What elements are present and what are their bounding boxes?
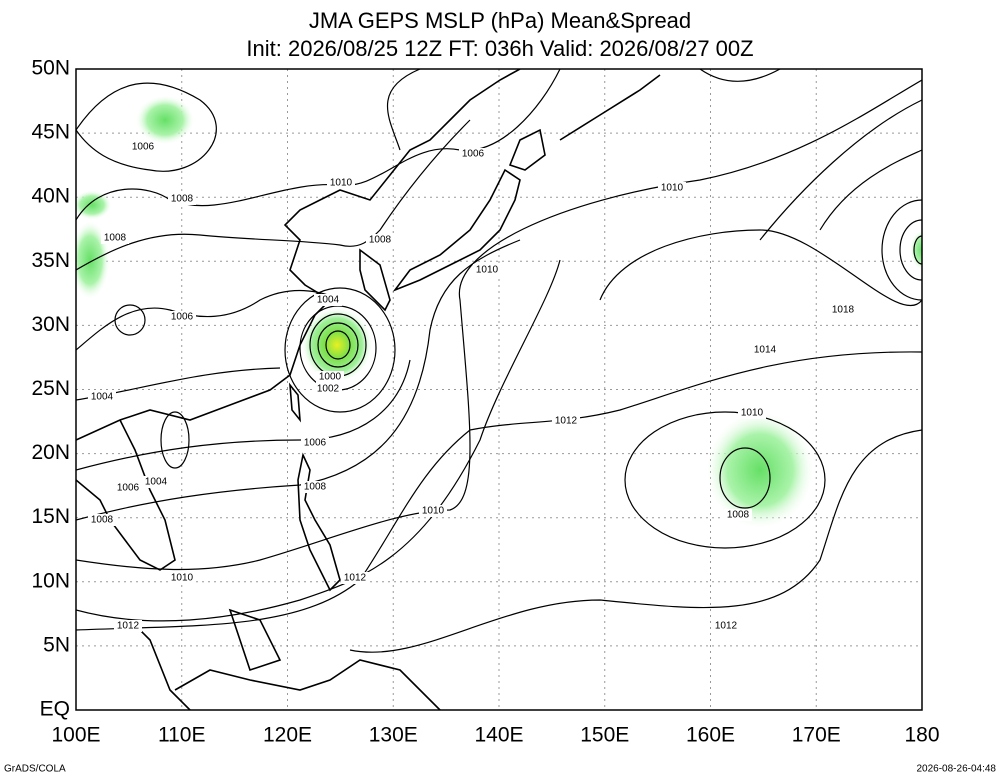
label-bg: [316, 371, 344, 383]
label-bg: [366, 234, 394, 246]
contour-label: 1012: [117, 621, 140, 632]
lon-label: 150E: [580, 724, 629, 747]
contour-label: 1002: [317, 384, 340, 395]
contour-label: 1014: [754, 345, 777, 356]
contour-label: 1008: [369, 235, 392, 246]
contour-label: 1006: [117, 483, 140, 494]
label-bg: [552, 415, 580, 427]
label-bg: [724, 509, 752, 521]
spread-shading: [76, 190, 112, 220]
plot-area: [76, 69, 922, 710]
label-bg: [712, 620, 740, 632]
contour-label: 1010: [476, 265, 499, 276]
contour-label: 1010: [330, 178, 353, 189]
label-bg: [142, 476, 170, 488]
contour-label: 1010: [741, 408, 764, 419]
lon-label: 160E: [686, 724, 735, 747]
contour-label: 1010: [422, 506, 445, 517]
label-bg: [129, 141, 157, 153]
label-bg: [168, 311, 196, 323]
grid: [76, 69, 922, 710]
lat-label: 10N: [31, 569, 70, 592]
lon-label: 180: [904, 724, 939, 747]
lat-label: 50N: [31, 57, 70, 80]
contour-label: 1010: [171, 573, 194, 584]
lat-label: EQ: [40, 698, 70, 721]
lat-label: 30N: [31, 313, 70, 336]
footer-right: 2026-08-26-04:48: [916, 764, 996, 775]
label-bg: [88, 391, 116, 403]
label-bg: [419, 505, 447, 517]
label-bg: [327, 177, 355, 189]
label-bg: [114, 482, 142, 494]
contour-label: 1012: [555, 416, 578, 427]
label-bg: [738, 407, 766, 419]
label-bg: [341, 572, 369, 584]
label-bg: [314, 294, 342, 306]
lat-label: 40N: [31, 185, 70, 208]
label-bg: [301, 437, 329, 449]
contour-label: 1018: [832, 305, 855, 316]
contour-label: 1008: [104, 233, 127, 244]
title: JMA GEPS MSLP (hPa) Mean&Spread: [309, 8, 691, 33]
label-bg: [168, 572, 196, 584]
contour-label: 1000: [319, 372, 342, 383]
label-bg: [751, 344, 779, 356]
label-bg: [658, 182, 686, 194]
label-bg: [101, 232, 129, 244]
contour-label: 1008: [727, 510, 750, 521]
lat-label: 35N: [31, 249, 70, 272]
contour-label: 1012: [715, 621, 738, 632]
label-bg: [459, 148, 487, 160]
lat-label: 45N: [31, 121, 70, 144]
label-bg: [314, 383, 342, 395]
spread-shading: [705, 410, 815, 530]
contour-label: 1006: [171, 312, 194, 323]
contour-label: 1004: [91, 392, 114, 403]
spread-shading: [910, 230, 922, 270]
lon-label: 130E: [369, 724, 418, 747]
lon-label: 110E: [158, 724, 206, 747]
contour-label: 1008: [171, 194, 194, 205]
label-bg: [114, 620, 142, 632]
contour-label: 1004: [145, 477, 168, 488]
label-bg: [473, 264, 501, 276]
contour-label: 1004: [317, 295, 340, 306]
contour-label: 1008: [91, 515, 114, 526]
spread-shading: [135, 95, 195, 145]
contour-label: 1006: [462, 149, 485, 160]
contour-labels: 1006 1008 1010 1006 1008 1010 1010 1008 1006 1004…: [88, 141, 857, 632]
contour-label: 1008: [304, 482, 327, 493]
label-bg: [829, 304, 857, 316]
lon-label: 140E: [474, 724, 523, 747]
coastlines: [76, 69, 661, 710]
contour-label: 1006: [132, 142, 155, 153]
lat-label: 20N: [31, 441, 70, 464]
label-bg: [88, 514, 116, 526]
subtitle: Init: 2026/08/25 12Z FT: 036h Valid: 202…: [246, 36, 753, 61]
contour-label: 1010: [661, 183, 684, 194]
lon-label: 170E: [792, 724, 841, 747]
footer-left: GrADS/COLA: [4, 764, 66, 775]
contour-label: 1012: [344, 573, 367, 584]
lon-label: 120E: [263, 724, 312, 747]
lat-label: 5N: [43, 633, 70, 656]
label-bg: [301, 481, 329, 493]
contour-label: 1006: [304, 438, 327, 449]
plot-frame: [75, 68, 923, 711]
lat-label: 15N: [31, 505, 70, 528]
lon-label: 100E: [51, 724, 100, 747]
spread-shading: [301, 307, 373, 383]
label-bg: [168, 193, 196, 205]
isobars: [76, 69, 922, 653]
lat-label: 25N: [31, 377, 70, 400]
